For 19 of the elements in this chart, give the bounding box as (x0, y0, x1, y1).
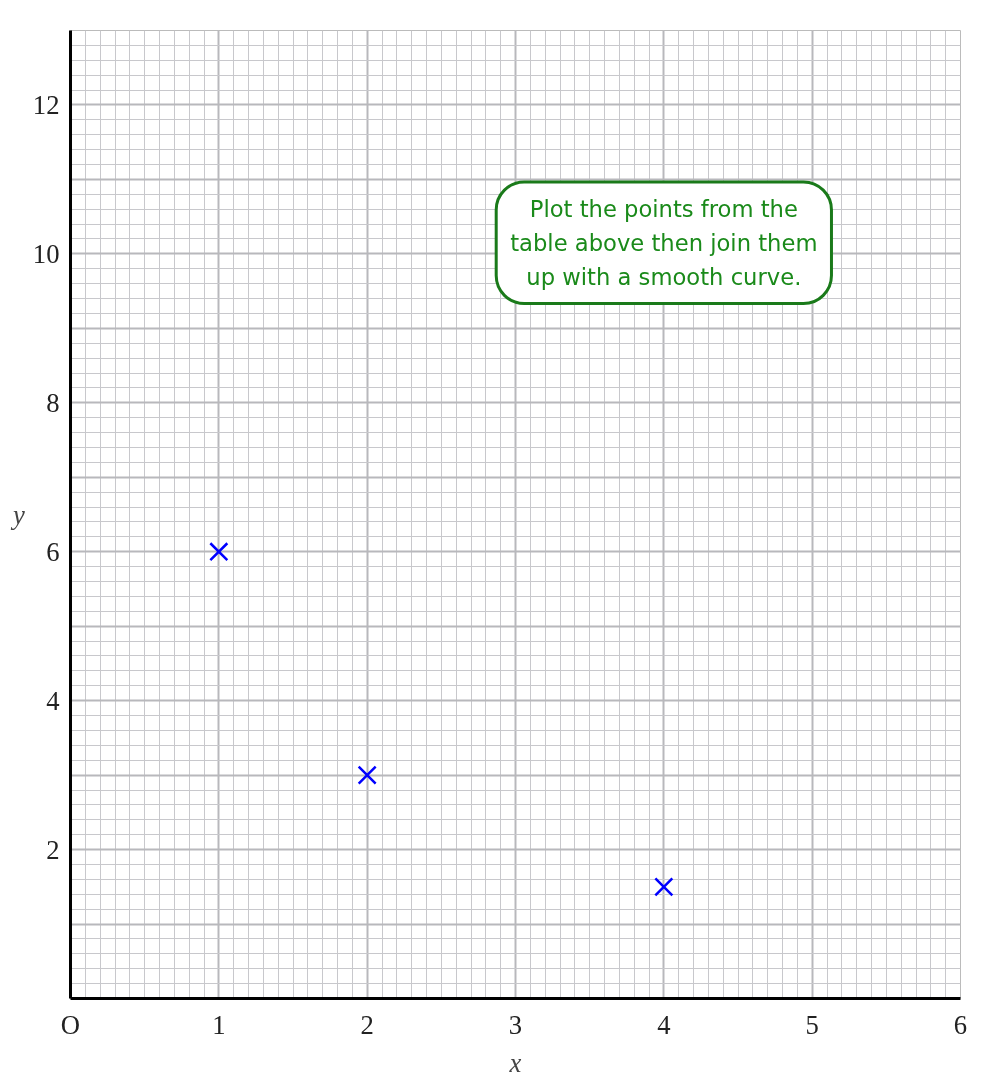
y-tick-label: 12 (32, 89, 60, 120)
y-tick-label: 4 (46, 685, 60, 716)
y-tick-label: 10 (32, 238, 60, 269)
x-tick-label: 6 (953, 1009, 968, 1040)
point (209, 542, 229, 562)
x-tick-label: O (60, 1009, 81, 1040)
x-axis-title: x (508, 1047, 522, 1078)
y-axis-title: y (10, 499, 26, 530)
x-tick-label: 3 (508, 1009, 523, 1040)
x-tick-label: 5 (805, 1009, 819, 1040)
y-tick-label: 6 (46, 536, 60, 567)
y-tick-label: 2 (46, 834, 60, 865)
x-tick-label: 1 (212, 1009, 226, 1040)
point (357, 765, 377, 785)
x-tick-label: 2 (360, 1009, 374, 1040)
point (654, 877, 674, 897)
annotation: Plot the points from the table above then join them up with a smooth curve. (510, 195, 818, 290)
x-tick-label: 4 (657, 1009, 671, 1040)
y-tick-label: 8 (46, 387, 60, 418)
